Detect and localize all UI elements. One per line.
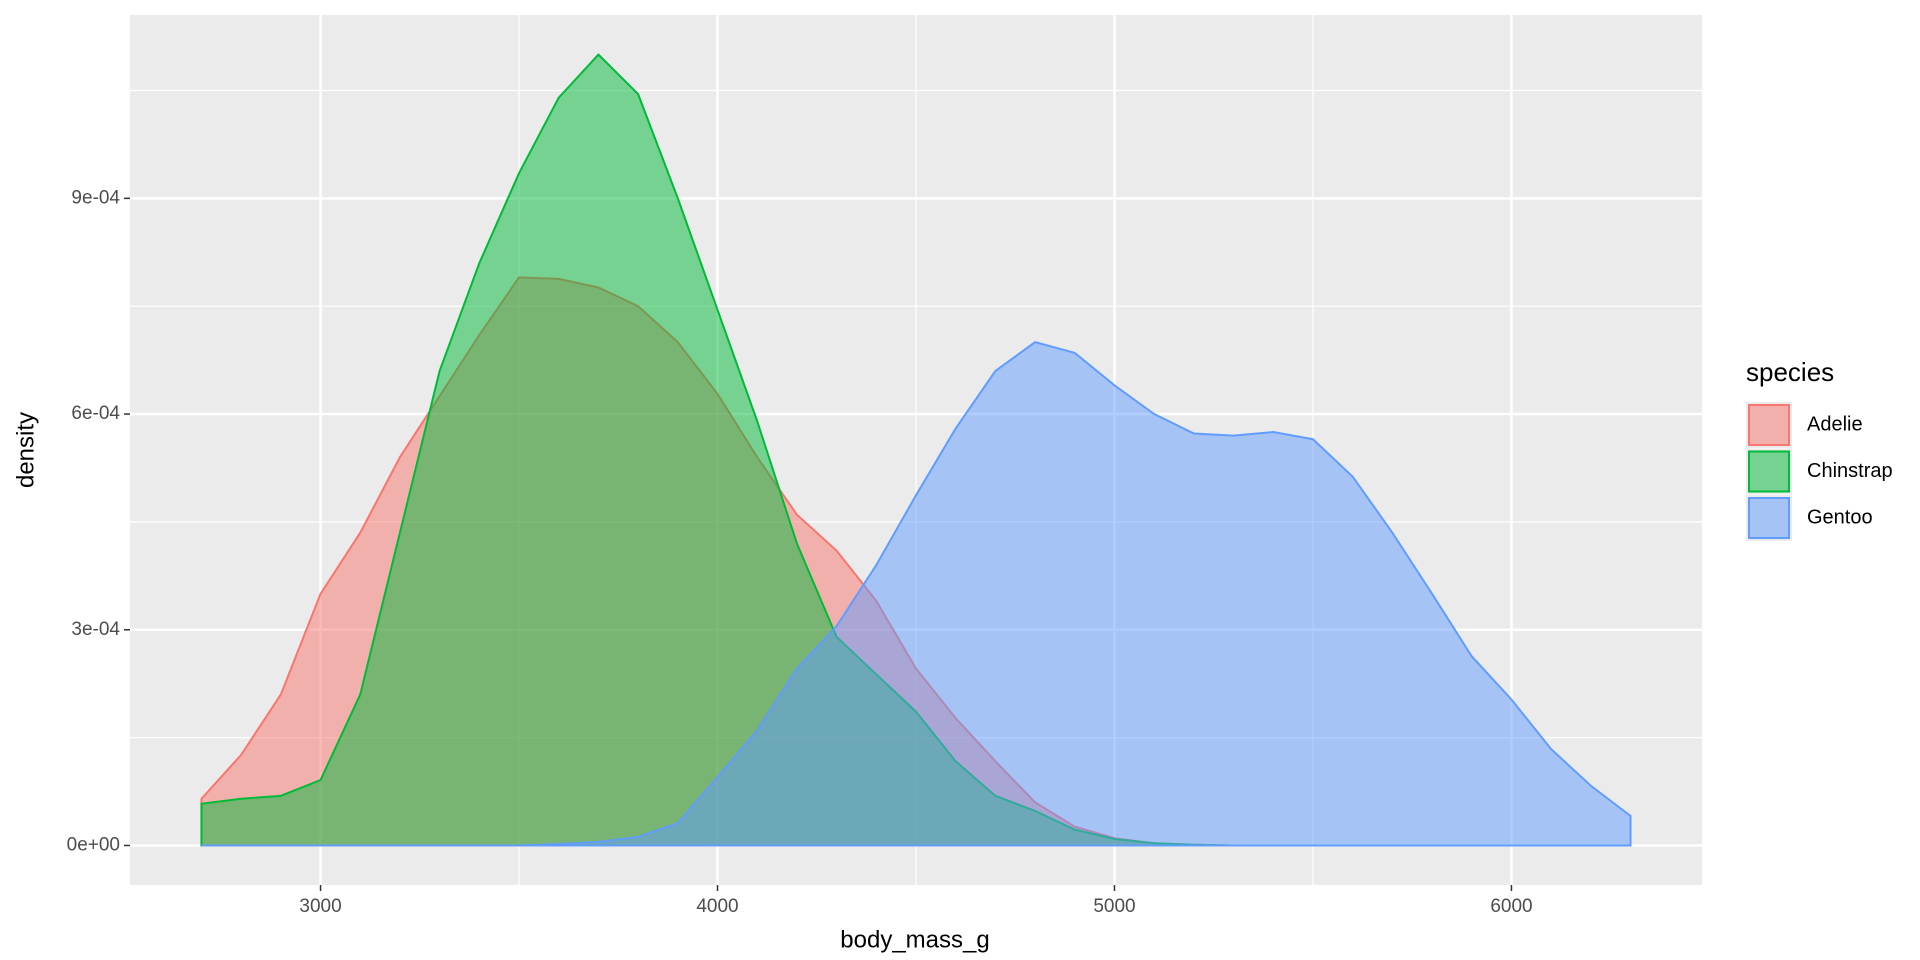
y-tick-label: 9e-04 <box>71 187 120 208</box>
x-tick-label: 3000 <box>299 896 341 917</box>
density-area <box>201 341 1632 847</box>
x-tick-label: 5000 <box>1093 896 1135 917</box>
x-tick-label: 4000 <box>696 896 738 917</box>
legend-key <box>1748 497 1790 539</box>
legend-key <box>1748 404 1790 446</box>
legend-label: Adelie <box>1807 413 1863 435</box>
y-tick-label: 0e+00 <box>67 834 120 855</box>
x-axis-title: body_mass_g <box>840 926 989 953</box>
legend-title: species <box>1746 357 1834 387</box>
legend-key <box>1748 450 1790 493</box>
y-tick-label: 3e-04 <box>71 619 120 640</box>
legend-label: Gentoo <box>1807 506 1873 528</box>
legend-label: Chinstrap <box>1807 460 1893 482</box>
y-tick-label: 6e-04 <box>71 403 120 424</box>
y-axis-title: density <box>12 412 39 488</box>
x-tick-label: 6000 <box>1490 896 1532 917</box>
